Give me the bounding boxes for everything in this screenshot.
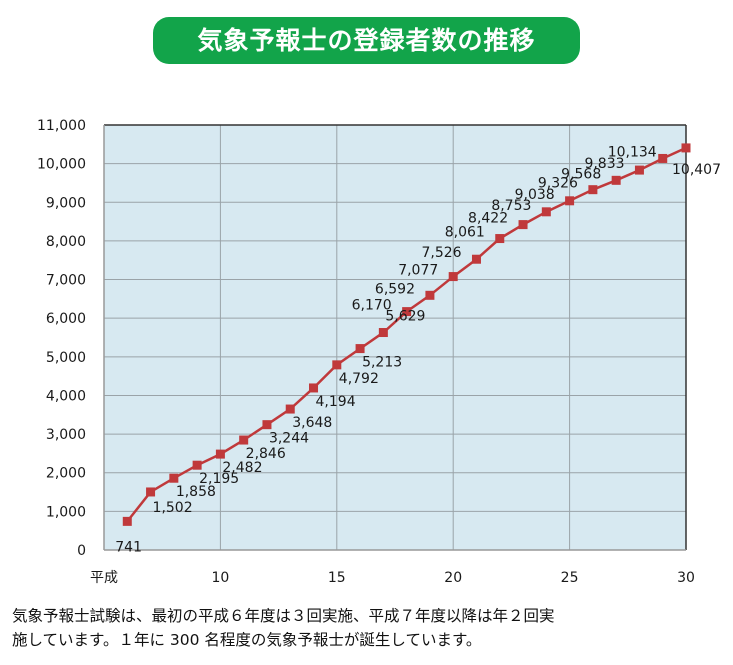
svg-text:9,000: 9,000 — [46, 195, 86, 211]
svg-text:8,753: 8,753 — [491, 198, 531, 214]
svg-text:2,482: 2,482 — [222, 460, 262, 476]
caption: 気象予報士試験は、最初の平成６年度は３回実施、平成７年度以降は年２回実 施してい… — [12, 604, 727, 652]
svg-text:7,000: 7,000 — [46, 273, 86, 289]
svg-text:10,134: 10,134 — [608, 144, 657, 160]
svg-text:1,000: 1,000 — [46, 504, 86, 520]
svg-text:4,000: 4,000 — [46, 388, 86, 404]
svg-text:7,526: 7,526 — [421, 245, 461, 261]
plot-area — [104, 125, 686, 550]
svg-text:2,000: 2,000 — [46, 466, 86, 482]
svg-text:5,629: 5,629 — [385, 309, 425, 325]
x-axis-labels: 平成 10 15 20 25 30 — [90, 570, 695, 586]
svg-text:15: 15 — [328, 570, 346, 586]
data-markers — [122, 143, 691, 526]
svg-text:3,000: 3,000 — [46, 427, 86, 443]
svg-text:2,846: 2,846 — [246, 446, 286, 462]
caption-line-1: 気象予報士試験は、最初の平成６年度は３回実施、平成７年度以降は年２回実 — [12, 607, 555, 625]
svg-text:25: 25 — [561, 570, 579, 586]
svg-text:9,038: 9,038 — [515, 187, 555, 203]
svg-text:10,000: 10,000 — [37, 157, 86, 173]
svg-text:741: 741 — [115, 539, 142, 555]
svg-text:9,326: 9,326 — [538, 176, 578, 192]
svg-text:8,422: 8,422 — [468, 211, 508, 227]
svg-text:11,000: 11,000 — [37, 118, 86, 134]
svg-text:2,195: 2,195 — [199, 471, 239, 487]
svg-text:6,592: 6,592 — [375, 281, 415, 297]
line-chart: 0 1,000 2,000 3,000 4,000 5,000 6,000 7,000 8,00… — [37, 118, 721, 586]
svg-text:6,000: 6,000 — [46, 311, 86, 327]
svg-text:5,213: 5,213 — [362, 355, 402, 371]
y-axis-labels: 0 1,000 2,000 3,000 4,000 5,000 6,000 7,000 8,00… — [37, 118, 86, 559]
svg-text:平成: 平成 — [90, 570, 118, 586]
chart-title: 気象予報士の登録者数の推移 — [153, 17, 580, 64]
svg-text:8,000: 8,000 — [46, 234, 86, 250]
caption-line-2: 施しています。１年に 300 名程度の気象予報士が誕生しています。 — [12, 631, 482, 649]
svg-text:1,858: 1,858 — [176, 484, 216, 500]
svg-text:10,407: 10,407 — [672, 162, 721, 178]
svg-text:0: 0 — [77, 543, 86, 559]
svg-text:5,000: 5,000 — [46, 350, 86, 366]
svg-text:7,077: 7,077 — [398, 263, 438, 279]
svg-text:4,194: 4,194 — [316, 394, 356, 410]
gridlines — [103, 124, 687, 551]
svg-text:6,170: 6,170 — [352, 298, 392, 314]
svg-text:4,792: 4,792 — [339, 371, 379, 387]
svg-text:1,502: 1,502 — [153, 500, 193, 516]
svg-text:3,244: 3,244 — [269, 431, 309, 447]
svg-text:3,648: 3,648 — [292, 415, 332, 431]
svg-text:9,568: 9,568 — [561, 166, 601, 182]
svg-text:9,833: 9,833 — [584, 156, 624, 172]
svg-text:10: 10 — [211, 570, 229, 586]
svg-text:30: 30 — [677, 570, 695, 586]
svg-text:8,061: 8,061 — [445, 225, 485, 241]
svg-text:20: 20 — [444, 570, 462, 586]
